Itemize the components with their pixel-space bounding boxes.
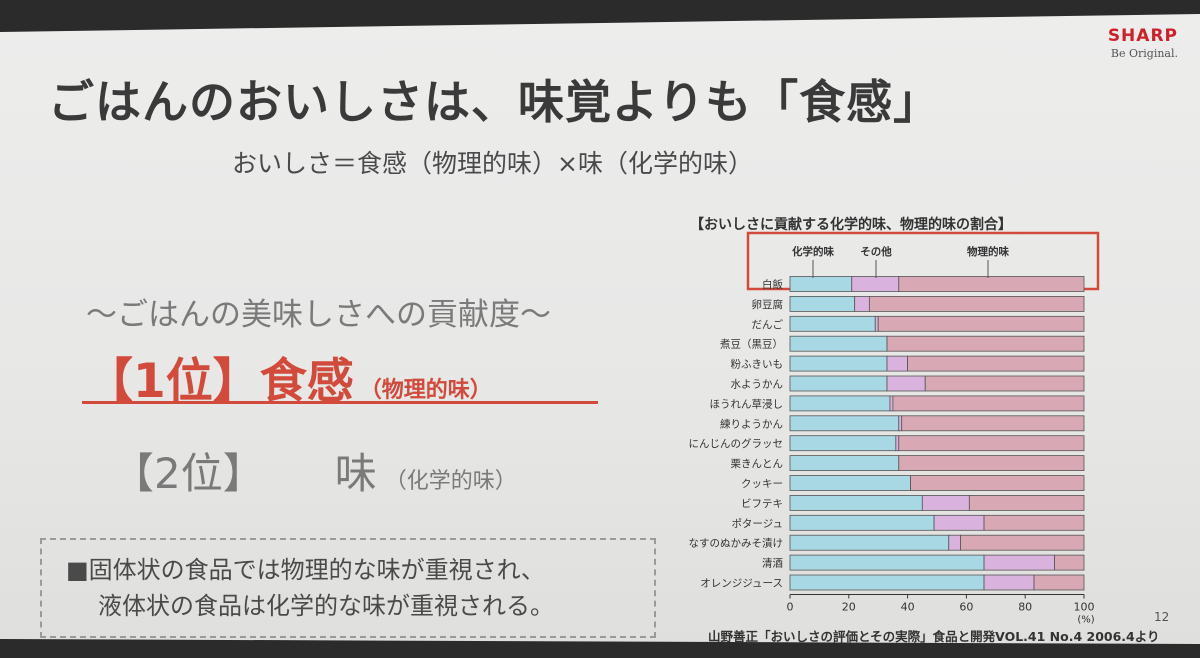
bar-segment [789, 435, 897, 452]
note-line-1: ■固体状の食品では物理的な味が重視され、 [66, 556, 545, 584]
rank1: 【1位】食感 （物理的味） [86, 342, 492, 411]
bar-segment [910, 475, 1085, 491]
bar-segment [886, 355, 909, 372]
bar-segment [983, 514, 1085, 531]
bar-segment [789, 455, 900, 472]
bar-segment [789, 415, 900, 432]
bar-segment [789, 574, 985, 591]
bar-segment [789, 276, 853, 292]
bar-segment [921, 494, 970, 511]
bar-segment [886, 375, 926, 392]
legend-label: 化学的味 [792, 245, 834, 258]
bar-segment [789, 475, 911, 491]
brand-tagline: Be Original. [1110, 47, 1178, 60]
x-tick-label: 20 [842, 600, 856, 613]
contribution-heading: 〜ごはんの美味しさへの貢献度〜 [86, 297, 551, 333]
bar-segment [868, 295, 1085, 312]
rank2: 【2位】 味 （化学的味） [112, 440, 517, 501]
category-label: ビフテキ [741, 498, 783, 510]
rank2-main: 味 [334, 449, 377, 498]
bar-segment [789, 514, 935, 531]
bar-segment [789, 355, 888, 372]
bar-segment [886, 335, 1085, 352]
bar-segment [895, 435, 900, 452]
brand-name: SHARP [1107, 26, 1178, 46]
bar-segment [983, 574, 1035, 591]
category-label: 卵豆腐 [752, 298, 784, 311]
bar-segment [933, 514, 985, 531]
bar-segment [889, 395, 894, 412]
bar-segment [898, 276, 1085, 292]
formula-text: おいしさ＝食感（物理的味）×味（化学的味） [232, 149, 753, 178]
category-label: ほうれん草浸し [710, 398, 784, 410]
bar-segment [924, 375, 1085, 392]
legend-label: 物理的味 [967, 245, 1009, 258]
bar-segment [874, 315, 879, 332]
bar-segment [1054, 554, 1085, 571]
category-label: なすのぬかみそ漬け [689, 537, 784, 550]
chart-title: 【おいしさに貢献する化学的味、物理的味の割合】 [690, 217, 1012, 233]
category-label: オレンジジュース [700, 578, 783, 590]
x-axis-label: (%) [1077, 614, 1094, 625]
x-tick-label: 60 [959, 600, 973, 613]
bar-segment [789, 554, 985, 571]
category-label: 水ようかん [731, 379, 784, 391]
category-label: 煮豆（黒豆） [720, 339, 783, 351]
bar-segment [877, 315, 1085, 332]
category-label: クッキー [741, 478, 783, 490]
bar-segment [960, 534, 1085, 551]
bar-segment [901, 415, 1085, 432]
note-box [40, 538, 656, 638]
source-citation: 山野善正「おいしさの評価とその実際」食品と開発VOL.41 No.4 2006.… [708, 629, 1160, 644]
x-tick-label: 40 [901, 600, 915, 613]
category-label: 粉ふきいも [731, 358, 784, 371]
page-number: 12 [1154, 610, 1170, 624]
category-label: 白飯 [762, 278, 783, 291]
category-label: 栗きんとん [731, 458, 784, 470]
bar-segment [789, 395, 891, 412]
bar-segment [1033, 574, 1085, 591]
bar-segment [898, 455, 1085, 472]
bar-segment [851, 276, 900, 292]
x-tick-label: 0 [787, 600, 794, 613]
x-tick-label: 100 [1074, 600, 1095, 613]
bar-segment [948, 534, 961, 551]
bar-segment [789, 295, 856, 312]
category-label: 練りようかん [720, 417, 783, 430]
note-line-2: 液体状の食品は化学的な味が重視される。 [98, 592, 554, 620]
category-label: ポタージュ [731, 518, 783, 530]
rank1-label: 【1位】食感 [86, 354, 354, 409]
bar-segment [983, 554, 1055, 571]
bar-segment [898, 415, 903, 432]
rank2-label: 【2位】 [112, 449, 265, 498]
rank2-sub: （化学的味） [384, 469, 517, 494]
rank1-sub: （物理的味） [359, 378, 492, 403]
category-label: 清酒 [762, 557, 783, 570]
rank1-underline [82, 401, 598, 404]
bar-segment [898, 435, 1085, 452]
bar-segment [968, 494, 1085, 511]
bar-segment [892, 395, 1085, 412]
slide-title: ごはんのおいしさは、味覚よりも「食感」 [48, 75, 941, 129]
category-label: だんご [752, 318, 784, 331]
sharp-logo: SHARP Be Original. [1108, 26, 1178, 60]
bar-segment [907, 355, 1085, 372]
category-label: にんじんのグラッセ [689, 437, 784, 450]
bar-segment [789, 534, 950, 551]
bar-segment [789, 335, 888, 352]
bar-segment [789, 315, 876, 332]
legend-label: その他 [860, 245, 892, 258]
bar-segment [854, 295, 870, 312]
x-tick-label: 80 [1018, 600, 1032, 613]
bar-segment [789, 375, 888, 392]
bar-segment [789, 494, 923, 511]
